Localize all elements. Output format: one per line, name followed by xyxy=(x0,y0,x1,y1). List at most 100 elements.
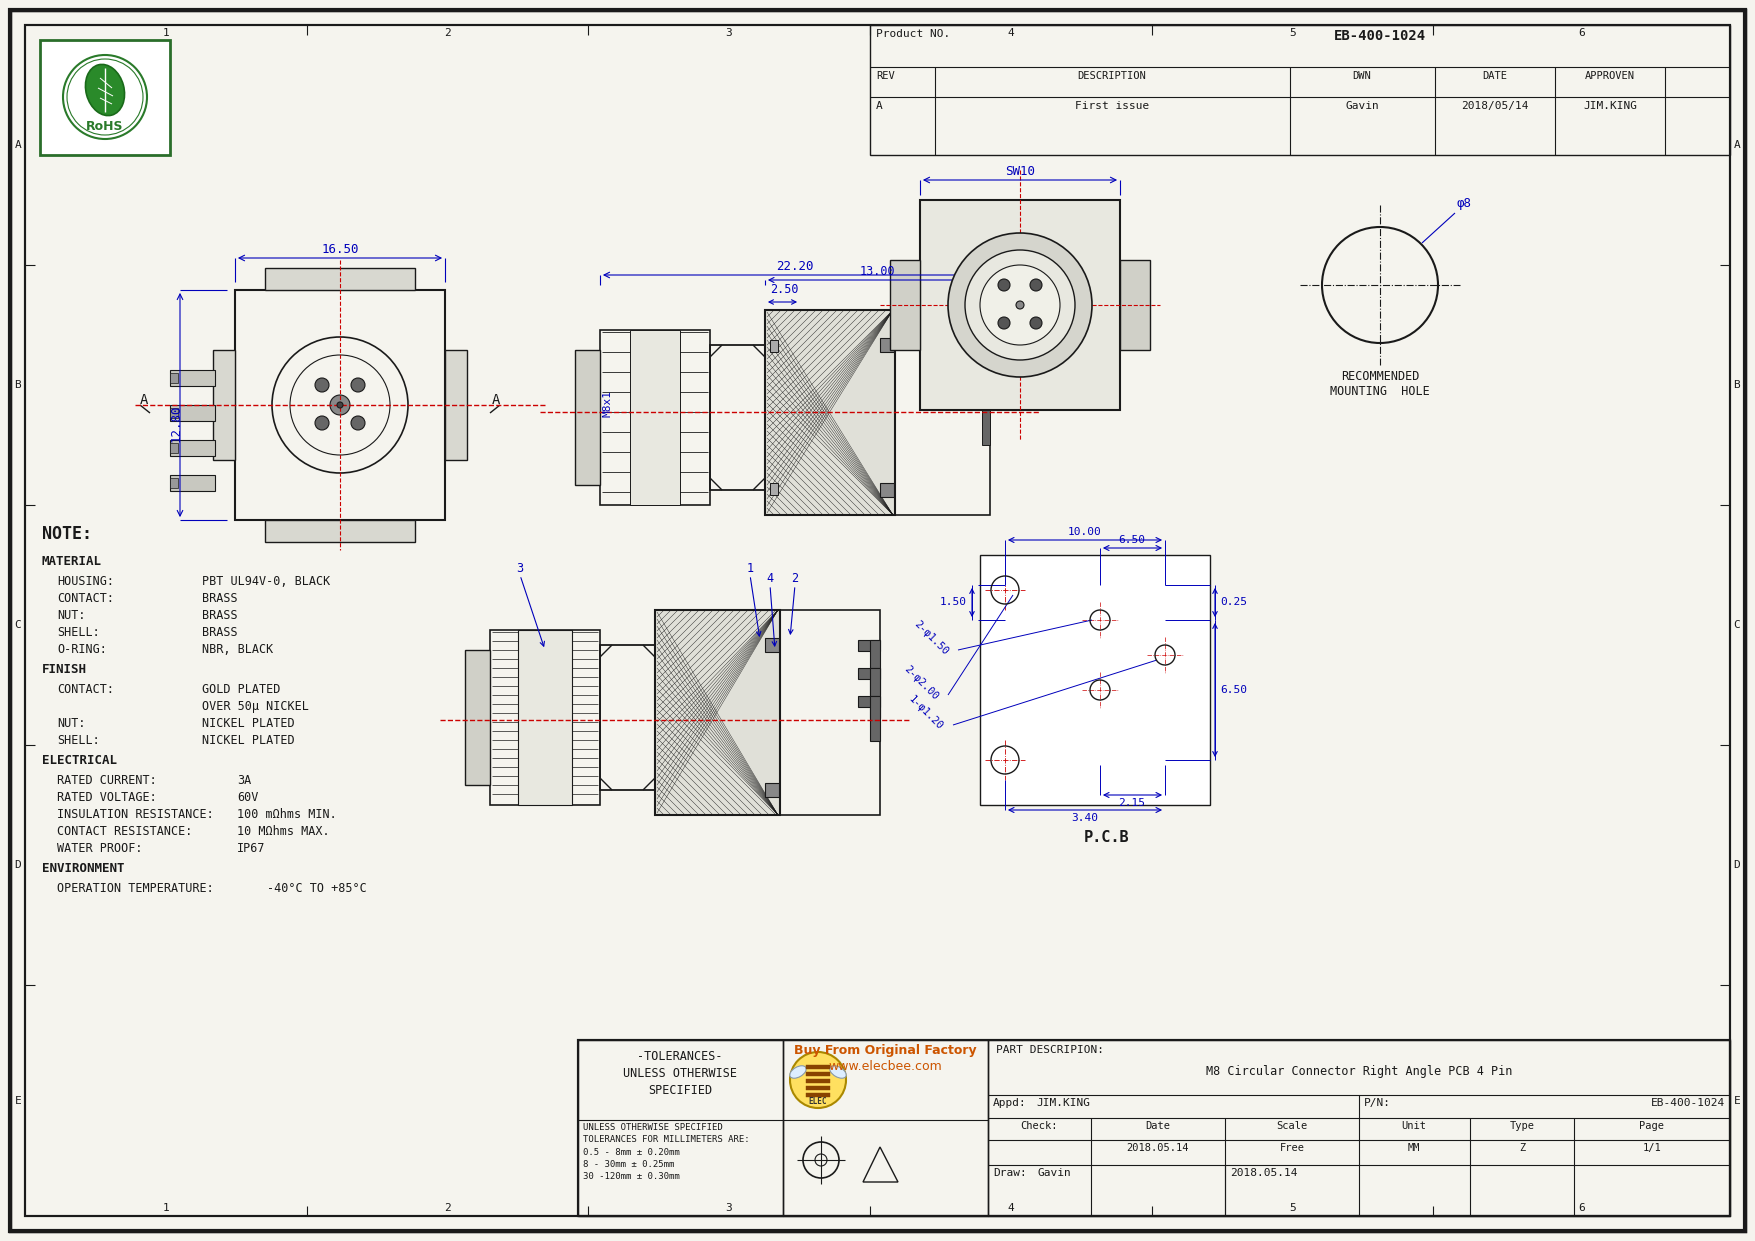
Bar xyxy=(655,611,779,815)
Text: EB-400-1024: EB-400-1024 xyxy=(1651,1098,1725,1108)
Bar xyxy=(265,268,414,290)
Text: 5: 5 xyxy=(1290,1203,1295,1212)
Bar xyxy=(879,483,893,496)
Text: 1: 1 xyxy=(163,1203,170,1212)
Text: 1: 1 xyxy=(163,29,170,38)
Circle shape xyxy=(948,233,1092,377)
Text: DESCRIPTION: DESCRIPTION xyxy=(1078,71,1146,81)
Circle shape xyxy=(351,416,365,429)
Text: 4: 4 xyxy=(1007,1203,1014,1212)
Bar xyxy=(235,290,446,520)
Text: NUT:: NUT: xyxy=(56,609,86,622)
Bar xyxy=(765,783,779,797)
Bar xyxy=(577,1040,783,1216)
Bar xyxy=(858,640,879,652)
Text: M8x1: M8x1 xyxy=(604,390,612,417)
Text: RATED CURRENT:: RATED CURRENT: xyxy=(56,774,156,787)
Text: 10.00: 10.00 xyxy=(1069,527,1102,537)
Text: NBR, BLACK: NBR, BLACK xyxy=(202,643,274,656)
Bar xyxy=(770,340,777,352)
Bar xyxy=(170,443,177,453)
Text: Free: Free xyxy=(1279,1143,1304,1153)
Bar xyxy=(170,374,177,383)
Bar xyxy=(870,640,879,695)
Text: 2: 2 xyxy=(444,29,451,38)
Text: 2018/05/14: 2018/05/14 xyxy=(1462,101,1529,110)
Bar xyxy=(806,1072,830,1076)
Text: MATERIAL: MATERIAL xyxy=(42,555,102,568)
Text: 3: 3 xyxy=(516,562,523,575)
Text: 5: 5 xyxy=(1290,29,1295,38)
Text: 2.50: 2.50 xyxy=(770,283,799,297)
Bar xyxy=(170,478,177,488)
Circle shape xyxy=(1016,302,1023,309)
Text: 2018.05.14: 2018.05.14 xyxy=(1127,1143,1190,1153)
Bar xyxy=(983,395,990,446)
Text: NUT:: NUT: xyxy=(56,717,86,730)
Text: 4: 4 xyxy=(1007,29,1014,38)
Text: A: A xyxy=(140,393,149,407)
Text: 13.00: 13.00 xyxy=(860,266,895,278)
Circle shape xyxy=(1030,316,1042,329)
Text: First issue: First issue xyxy=(1074,101,1150,110)
Bar xyxy=(170,441,216,455)
Text: Draw:: Draw: xyxy=(993,1168,1027,1178)
Text: ELEC: ELEC xyxy=(809,1097,827,1106)
Text: BRASS: BRASS xyxy=(202,592,237,606)
Text: E: E xyxy=(1734,1096,1741,1106)
Bar xyxy=(265,520,414,542)
Bar xyxy=(576,350,600,485)
Text: Page: Page xyxy=(1639,1121,1664,1131)
Text: 2-φ2.00: 2-φ2.00 xyxy=(902,664,941,702)
Text: Appd:: Appd: xyxy=(993,1098,1027,1108)
Bar xyxy=(779,611,879,815)
Text: 60V: 60V xyxy=(237,791,258,804)
Bar xyxy=(170,370,216,386)
Text: 12.80: 12.80 xyxy=(170,405,183,443)
Text: Buy From Original Factory: Buy From Original Factory xyxy=(793,1044,976,1057)
Bar xyxy=(920,200,1120,410)
Text: NICKEL PLATED: NICKEL PLATED xyxy=(202,717,295,730)
Bar xyxy=(983,345,990,405)
Text: DATE: DATE xyxy=(1483,71,1508,81)
Text: 100 mΩhms MIN.: 100 mΩhms MIN. xyxy=(237,808,337,822)
Text: 16.50: 16.50 xyxy=(321,243,358,256)
Text: 3.40: 3.40 xyxy=(1072,813,1099,823)
Text: TOLERANCES FOR MILLIMETERS ARE:: TOLERANCES FOR MILLIMETERS ARE: xyxy=(583,1136,749,1144)
Text: DWN: DWN xyxy=(1353,71,1371,81)
Text: UNLESS OTHERWISE SPECIFIED: UNLESS OTHERWISE SPECIFIED xyxy=(583,1123,723,1132)
Text: P/N:: P/N: xyxy=(1364,1098,1392,1108)
Text: Gavin: Gavin xyxy=(1037,1168,1072,1178)
Text: RoHS: RoHS xyxy=(86,120,125,133)
Text: IP67: IP67 xyxy=(237,841,265,855)
Text: 2: 2 xyxy=(792,572,799,585)
Text: B: B xyxy=(1734,380,1741,390)
Bar xyxy=(971,395,990,407)
Ellipse shape xyxy=(86,65,125,115)
Text: -40°C TO +85°C: -40°C TO +85°C xyxy=(267,882,367,895)
Text: A: A xyxy=(491,393,500,407)
Text: CONTACT RESISTANCE:: CONTACT RESISTANCE: xyxy=(56,825,193,838)
Text: 2: 2 xyxy=(444,1203,451,1212)
Text: HOUSING:: HOUSING: xyxy=(56,575,114,588)
Text: 6: 6 xyxy=(1578,29,1585,38)
Bar xyxy=(879,338,893,352)
Bar xyxy=(979,555,1209,805)
Text: 2-φ1.50: 2-φ1.50 xyxy=(913,619,949,656)
Text: O-RING:: O-RING: xyxy=(56,643,107,656)
Text: MM: MM xyxy=(1408,1143,1420,1153)
Text: OPERATION TEMPERATURE:: OPERATION TEMPERATURE: xyxy=(56,882,214,895)
Text: 0.25: 0.25 xyxy=(1220,597,1248,607)
Text: 3: 3 xyxy=(725,1203,732,1212)
Text: www.elecbee.com: www.elecbee.com xyxy=(828,1060,942,1073)
Text: PART DESCRIPION:: PART DESCRIPION: xyxy=(997,1045,1104,1055)
Circle shape xyxy=(979,266,1060,345)
Text: 1.50: 1.50 xyxy=(941,597,967,607)
Bar xyxy=(870,25,1730,155)
Bar xyxy=(170,475,216,491)
Text: D: D xyxy=(14,860,21,870)
Bar xyxy=(770,483,777,495)
Bar xyxy=(465,650,490,786)
Text: WATER PROOF:: WATER PROOF: xyxy=(56,841,142,855)
Circle shape xyxy=(314,379,328,392)
